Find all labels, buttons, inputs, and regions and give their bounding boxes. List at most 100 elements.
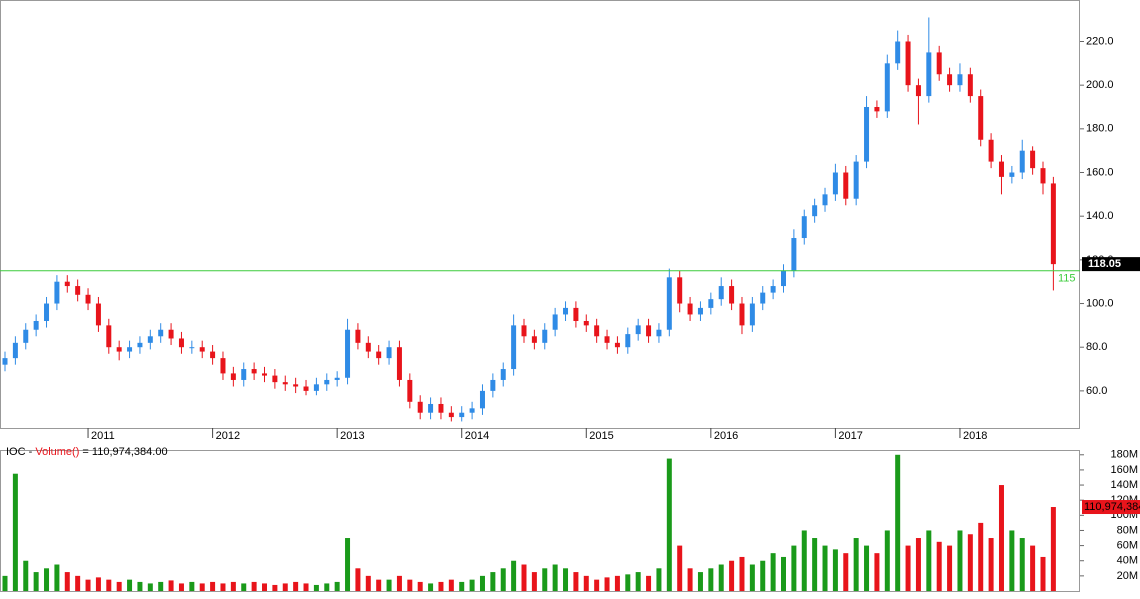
volume-bar [957,530,963,591]
volume-bar [220,583,226,591]
volume-bar [915,538,921,591]
volume-bar [708,568,714,591]
candle-body [303,386,309,391]
volume-bar [251,581,257,591]
y-tick-label: 180.0 [1086,123,1114,135]
volume-bar [749,564,755,591]
candle-body [313,384,319,391]
volume-bar [1019,538,1025,591]
volume-panel [0,450,1080,592]
candle-body [407,379,413,402]
candle-body [272,375,278,383]
candle-body [106,325,112,348]
volume-bar [874,553,880,591]
volume-bar [947,545,953,591]
volume-bar [75,575,81,591]
candle-body [957,74,963,86]
candle-body [168,329,174,339]
candle-body [967,74,973,97]
volume-bar [1030,545,1036,591]
volume-bar [936,541,942,591]
volume-tick-label: 40M [1117,555,1138,567]
volume-bar [895,454,901,591]
candle-body [33,321,39,330]
candle-body [438,403,444,413]
candle-body [396,347,402,380]
volume-bar [241,583,247,591]
y-tick-label: 200.0 [1086,79,1114,91]
candle-body [189,347,195,349]
candle-body [531,336,537,343]
volume-bar [791,545,797,591]
volume-bar [262,583,267,591]
volume-bar [843,553,849,591]
volume-bar [147,583,153,591]
candle-body [490,379,496,391]
candle-body [12,342,18,359]
volume-legend: IOC - Volume() = 110,974,384.00 [6,446,168,458]
volume-bar [54,564,60,591]
volume-bar [635,572,641,591]
volume-bar [303,583,309,591]
volume-bar [459,581,465,591]
volume-bar [594,579,600,591]
candle-body [210,351,216,359]
legend-value: 110,974,384.00 [92,446,168,458]
candle-body [666,277,672,330]
volume-bar [718,564,724,591]
candle-body [718,286,724,300]
volume-tick-label: 60M [1117,540,1138,552]
candle-body [853,161,859,199]
volume-bar [760,560,766,591]
candle-body [500,369,506,380]
volume-bar [604,577,610,591]
volume-bar [282,583,288,591]
volume-bar [905,545,911,591]
candle-body [801,216,807,239]
candle-body [614,342,620,348]
candle-body [365,342,371,352]
volume-bar [23,560,29,591]
candle-body [832,172,838,195]
candle-body [355,329,361,343]
volume-bar [479,575,485,591]
volume-bar [511,560,517,591]
volume-bar [625,574,631,591]
volume-bar [417,581,423,591]
candle-body [1009,172,1015,177]
candle-body [75,286,81,295]
volume-bar [189,581,195,591]
candle-body [386,347,392,359]
volume-bar [334,581,340,591]
candle-body [95,303,101,326]
volume-bar [490,572,496,591]
candle-body [594,325,600,337]
candle-body [625,334,631,348]
last-price-box [1082,257,1140,272]
y-tick-label: 100.0 [1086,297,1114,309]
volume-bar [230,581,236,591]
volume-bar [127,579,133,591]
candle-body [241,369,247,380]
candle-body [915,85,921,97]
volume-bar [853,538,859,591]
candle-body [428,403,434,413]
candle-body [936,52,942,75]
volume-bar [396,575,402,591]
candle-body [116,347,122,352]
candle-body [220,358,226,374]
candle-body [147,336,153,343]
candle-body [874,107,880,112]
volume-bar [978,522,984,591]
candle-body [781,270,786,287]
volume-bar [448,579,454,591]
candle-body [178,338,184,348]
candle-body [988,139,994,162]
candle-body [947,74,953,86]
volume-bar [770,553,776,591]
volume-bar [168,580,174,591]
candle-body [583,321,589,326]
volume-bar [677,545,683,591]
candle-body [293,384,299,387]
